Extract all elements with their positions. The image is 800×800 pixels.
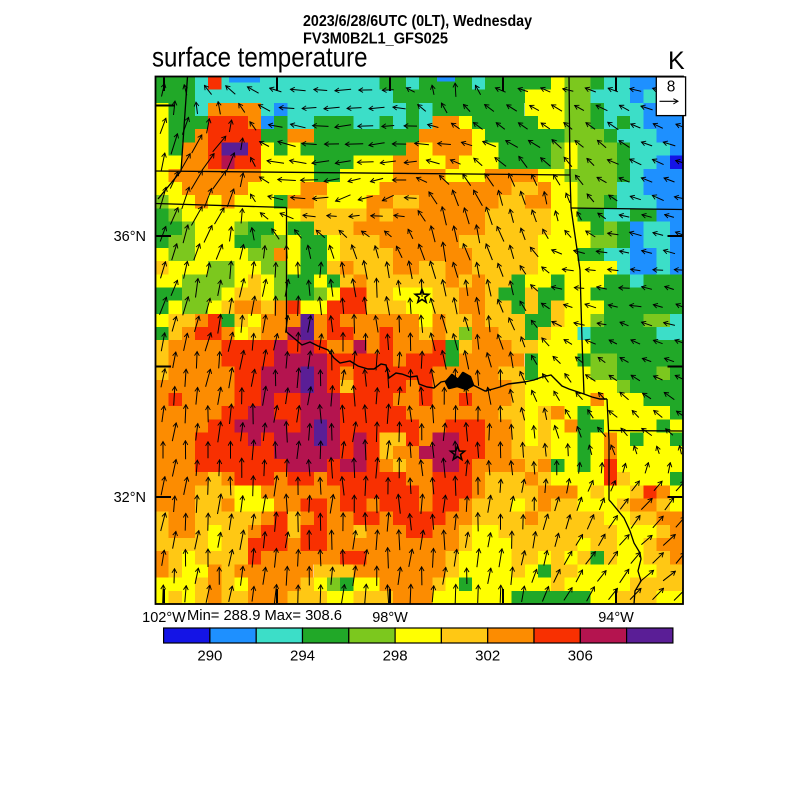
svg-text:FV3M0B2L1_GFS025: FV3M0B2L1_GFS025 — [303, 31, 448, 48]
svg-text:98°W: 98°W — [372, 610, 408, 626]
svg-text:302: 302 — [475, 648, 500, 665]
svg-text:Min= 288.9 Max= 308.6: Min= 288.9 Max= 308.6 — [187, 607, 342, 624]
svg-text:32°N: 32°N — [114, 490, 146, 506]
svg-text:294: 294 — [290, 648, 315, 665]
svg-text:36°N: 36°N — [114, 229, 146, 245]
svg-text:surface temperature: surface temperature — [152, 42, 368, 73]
svg-text:94°W: 94°W — [598, 610, 634, 626]
svg-text:K: K — [668, 47, 685, 75]
svg-text:2023/6/28/6UTC (0LT), Wednesda: 2023/6/28/6UTC (0LT), Wednesday — [303, 13, 532, 30]
svg-text:306: 306 — [568, 648, 593, 665]
svg-text:102°W: 102°W — [142, 610, 186, 626]
svg-text:8: 8 — [667, 79, 676, 96]
svg-text:298: 298 — [383, 648, 408, 665]
svg-text:290: 290 — [197, 648, 222, 665]
